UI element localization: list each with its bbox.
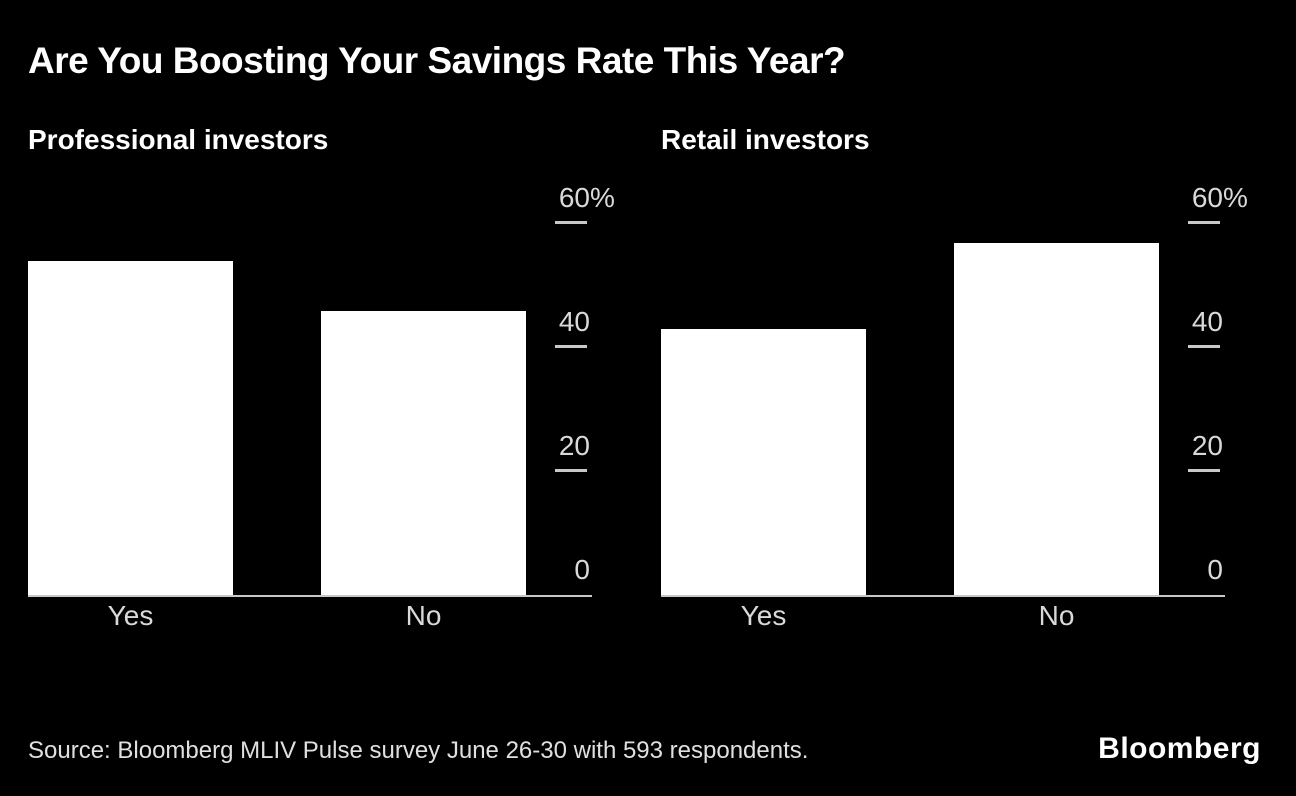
- y-axis-tick-label: 40: [1191, 306, 1223, 337]
- y-axis-tick: [555, 469, 587, 472]
- category-label-no: No: [405, 600, 442, 631]
- chart-title: Are You Boosting Your Savings Rate This …: [28, 40, 846, 81]
- bar-yes: [661, 329, 866, 596]
- bloomberg-logo: Bloomberg: [1098, 732, 1261, 765]
- percent-suffix: %: [1223, 182, 1248, 213]
- bar-no: [954, 243, 1159, 596]
- panel-subtitle-professional: Professional investors: [28, 124, 329, 155]
- source-note: Source: Bloomberg MLIV Pulse survey June…: [28, 737, 809, 764]
- y-axis-tick-label: 0: [574, 554, 590, 585]
- panel-subtitle-retail: Retail investors: [661, 124, 870, 155]
- category-label-no: No: [1038, 600, 1075, 631]
- bar-yes: [28, 261, 233, 596]
- y-axis-tick-label: 0: [1207, 554, 1223, 585]
- y-axis-tick: [1188, 469, 1220, 472]
- y-axis-tick: [1188, 345, 1220, 348]
- category-label-yes: Yes: [740, 600, 787, 631]
- x-axis-line: [28, 595, 592, 597]
- bar-plot-retail: Yes No 0 20 40 60%: [661, 176, 1248, 631]
- y-axis-tick-label: 40: [558, 306, 590, 337]
- bar-no: [321, 311, 526, 596]
- percent-suffix: %: [590, 182, 615, 213]
- y-axis-tick-label: 60%: [1191, 182, 1248, 213]
- y-axis-tick: [555, 221, 587, 224]
- category-label-yes: Yes: [107, 600, 154, 631]
- x-axis-line: [661, 595, 1225, 597]
- y-axis-tick: [555, 345, 587, 348]
- y-axis-tick: [1188, 221, 1220, 224]
- y-axis-tick-label: 20: [558, 430, 590, 461]
- bar-plot-professional: Yes No 0 20 40 60%: [28, 176, 615, 631]
- y-axis-tick-label: 20: [1191, 430, 1223, 461]
- y-axis-tick-label: 60%: [558, 182, 615, 213]
